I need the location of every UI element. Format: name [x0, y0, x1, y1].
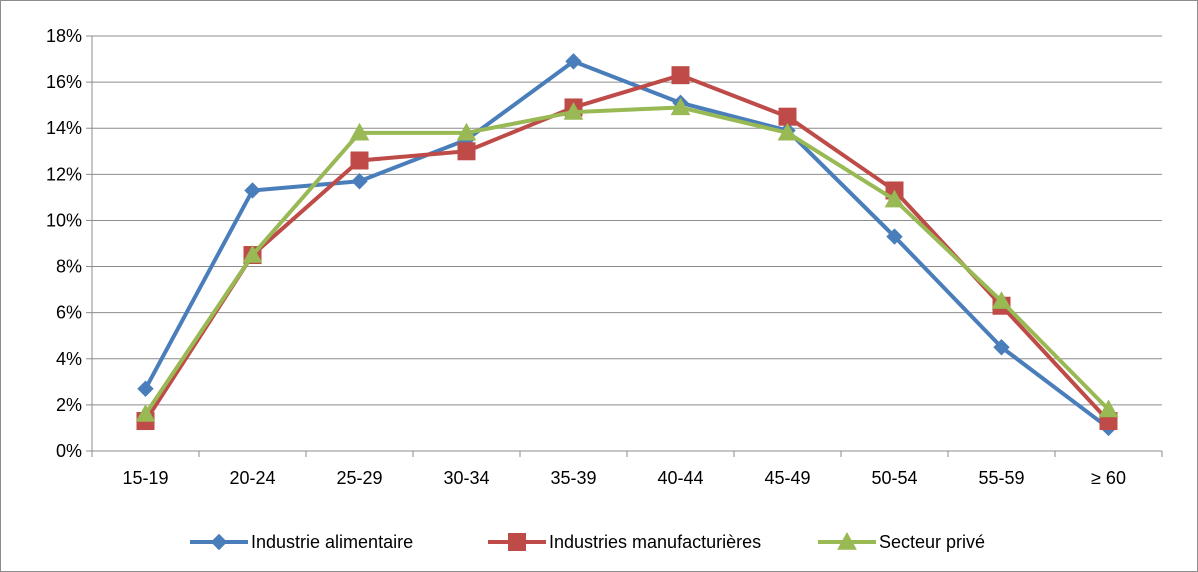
- data-point-marker: [350, 151, 369, 170]
- y-tick-label: 18%: [46, 26, 82, 46]
- series-line: [143, 105, 1111, 417]
- x-tick-label: 55-59: [978, 468, 1024, 488]
- y-tick-label: 16%: [46, 72, 82, 92]
- data-point-marker: [778, 107, 797, 126]
- data-point-marker: [884, 189, 905, 208]
- data-point-marker: [457, 142, 476, 161]
- data-point-marker: [242, 244, 263, 263]
- legend-item: Industrie alimentaire: [190, 532, 413, 552]
- y-tick-label: 12%: [46, 164, 82, 184]
- y-tick-label: 10%: [46, 210, 82, 230]
- data-point-marker: [886, 228, 903, 245]
- x-tick-label: 35-39: [550, 468, 596, 488]
- x-tick-label: ≥ 60: [1091, 468, 1126, 488]
- x-axis-tick-labels: 15-19 20-24 25-29 30-34 35-39 40-44 45-49 50-54…: [122, 468, 1125, 488]
- data-point-marker: [670, 97, 691, 116]
- legend-marker: [210, 533, 228, 551]
- data-point-marker: [993, 339, 1010, 356]
- legend-label: Industries manufacturières: [549, 532, 761, 552]
- data-point-marker: [1098, 399, 1119, 418]
- y-tick-label: 8%: [56, 257, 82, 277]
- x-tick-label: 50-54: [871, 468, 917, 488]
- axes: [86, 35, 1163, 457]
- data-point-marker: [349, 122, 370, 141]
- series-1: [136, 66, 1118, 431]
- x-tick-label: 25-29: [336, 468, 382, 488]
- data-point-marker: [456, 122, 477, 141]
- legend-item: Secteur privé: [818, 531, 985, 552]
- data-point-marker: [244, 182, 261, 199]
- y-tick-label: 14%: [46, 118, 82, 138]
- x-tick-label: 40-44: [657, 468, 703, 488]
- data-point-marker: [137, 380, 154, 397]
- x-tick-label: 15-19: [122, 468, 168, 488]
- data-point-marker: [671, 66, 690, 85]
- data-point-marker: [563, 102, 584, 120]
- series-2: [135, 97, 1119, 422]
- y-axis-tick-labels: 0% 2% 4% 6% 8% 10% 12% 14% 16% 18%: [46, 26, 82, 461]
- series-lines: [135, 53, 1119, 437]
- y-tick-label: 2%: [56, 395, 82, 415]
- legend-label: Industrie alimentaire: [251, 532, 413, 552]
- data-point-marker: [991, 291, 1012, 309]
- x-tick-label: 45-49: [764, 468, 810, 488]
- data-point-marker: [135, 404, 156, 422]
- legend-label: Secteur privé: [879, 532, 985, 552]
- y-tick-label: 0%: [56, 441, 82, 461]
- legend-item: Industries manufacturières: [488, 532, 761, 552]
- data-point-marker: [351, 173, 368, 190]
- legend-marker: [837, 531, 857, 550]
- series-line: [143, 73, 1111, 424]
- legend-marker: [508, 533, 526, 551]
- gridlines: [92, 35, 1162, 406]
- data-point-marker: [777, 122, 798, 141]
- series-line: [143, 59, 1111, 430]
- legend: Industrie alimentaire Industries manufact…: [190, 531, 985, 552]
- data-point-marker: [565, 53, 582, 70]
- x-tick-label: 20-24: [229, 468, 275, 488]
- y-tick-label: 6%: [56, 303, 82, 323]
- x-tick-label: 30-34: [443, 468, 489, 488]
- y-tick-label: 4%: [56, 349, 82, 369]
